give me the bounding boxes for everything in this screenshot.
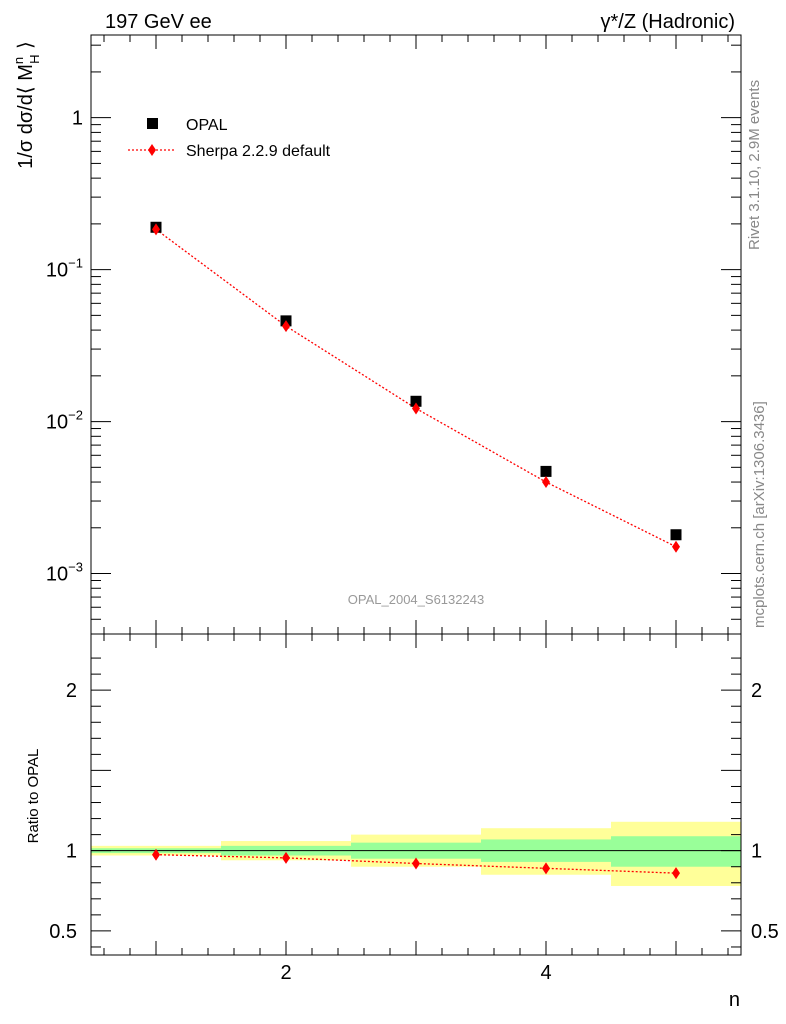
opal-point	[410, 395, 422, 407]
legend-opal-marker	[147, 118, 158, 129]
ratio-plot-frame	[90, 633, 742, 956]
ratio-panel: 2 4 0.5 0.5 1 1 2 2	[49, 633, 779, 984]
sherpa-point	[152, 223, 160, 236]
sherpa-line	[155, 228, 677, 548]
x-tick-label: 2	[280, 962, 291, 984]
ratio-sherpa-point	[542, 862, 550, 875]
sherpa-point	[412, 402, 420, 415]
ratio-sherpa-point	[282, 851, 290, 864]
ratio-sherpa-point	[672, 867, 680, 880]
sherpa-point	[672, 540, 680, 553]
ratio-y-tick-label: 2	[66, 680, 77, 702]
y-tick-label: 10−2	[46, 408, 83, 434]
legend-opal-label: OPAL	[186, 117, 228, 134]
main-panel: 1 10−1 10−2 10−3 OPAL Sherpa 2.2.9 default	[46, 34, 742, 635]
header-right: γ*/Z (Hadronic)	[601, 11, 735, 33]
main-y-axis-label-text: 1/σ dσ/d⟨ MnH ⟩	[11, 41, 42, 169]
mcplots-credit-text: mcplots.cern.ch [arXiv:1306.3436]	[751, 401, 768, 628]
header-group: 197 GeV ee γ*/Z (Hadronic)	[105, 11, 735, 33]
ratio-inner-band	[611, 836, 741, 867]
ratio-y-tick-label: 0.5	[49, 921, 77, 943]
ratio-y-tick-label-right: 2	[751, 680, 762, 702]
sherpa-point	[282, 320, 290, 333]
rivet-version-text: Rivet 3.1.10, 2.9M events	[746, 80, 763, 250]
y-tick-label: 1	[72, 108, 83, 130]
x-axis-label: n	[729, 989, 740, 1011]
ratio-sherpa-point	[152, 848, 160, 861]
header-left: 197 GeV ee	[105, 11, 212, 33]
ratio-sherpa-point	[412, 857, 420, 870]
x-tick-label: 4	[540, 962, 551, 984]
legend-sherpa-marker	[148, 144, 156, 156]
y-tick-label: 10−3	[46, 560, 83, 586]
ratio-y-tick-label: 1	[66, 841, 77, 863]
main-y-axis-label: 1/σ dσ/d⟨ MnH ⟩	[11, 41, 42, 169]
sherpa-point	[542, 476, 550, 489]
legend-sherpa-label: Sherpa 2.2.9 default	[186, 143, 331, 160]
opal-point	[540, 465, 552, 477]
watermark: OPAL_2004_S6132243	[348, 592, 484, 607]
legend: OPAL Sherpa 2.2.9 default	[128, 117, 331, 160]
ratio-y-tick-label-right: 0.5	[751, 921, 779, 943]
opal-point	[670, 529, 682, 541]
ratio-y-axis-label: Ratio to OPAL	[25, 749, 42, 844]
y-tick-label: 10−1	[46, 256, 83, 282]
ratio-y-tick-label-right: 1	[751, 841, 762, 863]
